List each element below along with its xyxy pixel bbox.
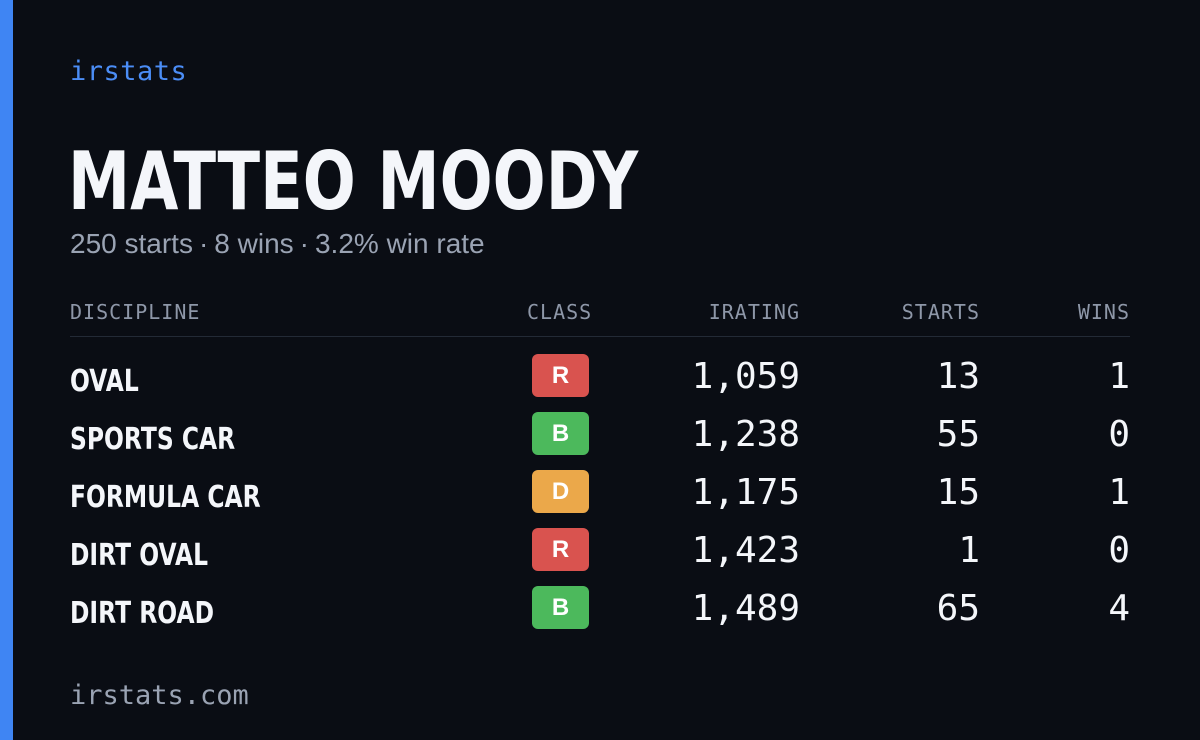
table-row: OVAL R 1,059 13 1 (70, 350, 1130, 408)
footer-url-link[interactable]: irstats.com (70, 680, 249, 711)
irating-value: 1,175 (691, 472, 800, 513)
starts-value: 15 (936, 472, 980, 513)
table-row: DIRT OVAL R 1,423 1 0 (70, 524, 1130, 582)
discipline-label: FORMULA CAR (70, 480, 261, 515)
table-row: DIRT ROAD B 1,489 65 4 (70, 582, 1130, 640)
irating-value: 1,423 (691, 530, 800, 571)
driver-name: MATTEO MOODY (68, 135, 639, 228)
irating-value: 1,489 (691, 588, 800, 629)
table-header: DISCIPLINE CLASS IRATING STARTS WINS (70, 300, 1130, 337)
accent-bar (0, 0, 13, 740)
license-class-badge: B (532, 586, 589, 629)
discipline-table: OVAL R 1,059 13 1 SPORTS CAR B 1,238 55 … (70, 350, 1130, 640)
discipline-label: SPORTS CAR (70, 422, 236, 457)
license-class-badge: B (532, 412, 589, 455)
column-header-wins: WINS (1077, 300, 1130, 324)
column-header-class: CLASS (527, 300, 593, 324)
starts-value: 1 (958, 530, 980, 571)
column-header-irating: IRATING (708, 300, 800, 324)
discipline-label: OVAL (70, 364, 139, 399)
license-class-badge: D (532, 470, 589, 513)
summary-wins: 8 wins (214, 228, 294, 259)
table-row: SPORTS CAR B 1,238 55 0 (70, 408, 1130, 466)
wins-value: 0 (1108, 414, 1130, 455)
starts-value: 55 (936, 414, 980, 455)
table-row: FORMULA CAR D 1,175 15 1 (70, 466, 1130, 524)
column-header-starts: STARTS (901, 300, 980, 324)
starts-value: 65 (936, 588, 980, 629)
driver-summary: 250 starts · 8 wins · 3.2% win rate (70, 228, 485, 260)
discipline-label: DIRT OVAL (70, 538, 209, 573)
license-class-badge: R (532, 354, 589, 397)
summary-separator: · (198, 228, 209, 259)
summary-starts: 250 starts (70, 228, 193, 259)
column-header-discipline: DISCIPLINE (70, 300, 201, 324)
wins-value: 4 (1108, 588, 1130, 629)
irating-value: 1,059 (691, 356, 800, 397)
summary-win-rate: 3.2% win rate (314, 228, 485, 259)
summary-separator: · (299, 228, 309, 259)
irating-value: 1,238 (691, 414, 800, 455)
wins-value: 1 (1108, 472, 1130, 513)
wins-value: 0 (1108, 530, 1130, 571)
starts-value: 13 (936, 356, 980, 397)
license-class-badge: R (532, 528, 589, 571)
wins-value: 1 (1108, 356, 1130, 397)
brand-logo-text: irstats (70, 56, 188, 87)
discipline-label: DIRT ROAD (70, 596, 215, 631)
